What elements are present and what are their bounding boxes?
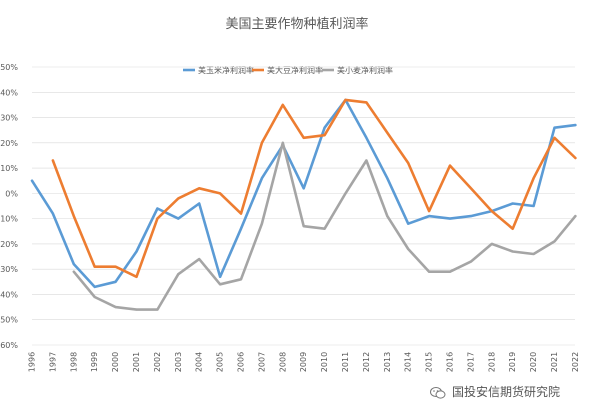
- y-tick-label: -60%: [0, 341, 18, 350]
- x-tick-label: 1997: [48, 352, 57, 372]
- wechat-icon: [430, 385, 446, 399]
- chart-title: 美国主要作物种植利润率: [225, 16, 368, 32]
- gridlines: [32, 66, 575, 346]
- y-tick-label: -10%: [0, 215, 18, 224]
- x-tick-label: 2014: [404, 352, 413, 372]
- y-axis: 50% 40% 30% 20% 10% 0% -10% -20% -30% -40% -50% -60…: [0, 63, 18, 350]
- y-tick-label: 50%: [0, 63, 18, 72]
- x-tick-label: 2013: [383, 352, 392, 372]
- legend: 美玉米净利润率 美大豆净利润率 美小麦净利润率: [183, 65, 393, 75]
- watermark: 国投安信期货研究院: [430, 383, 560, 400]
- y-tick-label: -50%: [0, 316, 18, 325]
- x-tick-label: 2002: [153, 352, 162, 372]
- x-tick-label: 2009: [299, 352, 308, 372]
- x-tick-label: 2022: [571, 352, 580, 372]
- x-tick-label: 2012: [362, 352, 371, 372]
- x-tick-label: 2005: [216, 352, 225, 372]
- x-tick-label: 2015: [425, 352, 434, 372]
- x-tick-label: 2003: [174, 352, 183, 372]
- x-tick-label: 1996: [28, 352, 37, 372]
- x-tick-label: 2008: [278, 352, 287, 372]
- x-tick-label: 2017: [466, 352, 475, 372]
- x-tick-label: 2010: [320, 352, 329, 372]
- x-tick-label: 2007: [257, 352, 266, 372]
- x-tick-label: 2018: [487, 352, 496, 372]
- y-tick-label: 30%: [0, 114, 18, 123]
- y-tick-label: -40%: [0, 290, 18, 299]
- legend-label: 美大豆净利润率: [267, 65, 323, 75]
- x-tick-label: 2004: [195, 352, 204, 372]
- x-axis: 1996 1997 1998 1999 2000 2001 2002 2003 2004 2005…: [28, 352, 580, 372]
- watermark-text: 国投安信期货研究院: [452, 385, 561, 399]
- x-tick-label: 2000: [111, 352, 120, 372]
- x-tick-label: 2001: [132, 352, 141, 372]
- x-tick-label: 2006: [237, 352, 246, 372]
- x-tick-label: 1998: [69, 352, 78, 372]
- x-tick-label: 2020: [529, 352, 538, 372]
- x-tick-label: 2019: [508, 352, 517, 372]
- y-tick-label: 10%: [0, 164, 18, 173]
- x-tick-label: 2011: [341, 352, 350, 372]
- y-tick-label: 40%: [0, 88, 18, 97]
- x-tick-label: 1999: [90, 352, 99, 372]
- x-tick-label: 2021: [550, 352, 559, 372]
- y-tick-label: 20%: [0, 139, 18, 148]
- y-tick-label: -30%: [0, 265, 18, 274]
- x-tick-label: 2016: [446, 352, 455, 372]
- y-tick-label: 0%: [5, 189, 18, 198]
- series-line-2: [51, 98, 577, 279]
- legend-label: 美小麦净利润率: [337, 65, 393, 75]
- y-tick-label: -20%: [0, 240, 18, 249]
- legend-label: 美玉米净利润率: [198, 65, 254, 75]
- plot-area: [30, 98, 577, 311]
